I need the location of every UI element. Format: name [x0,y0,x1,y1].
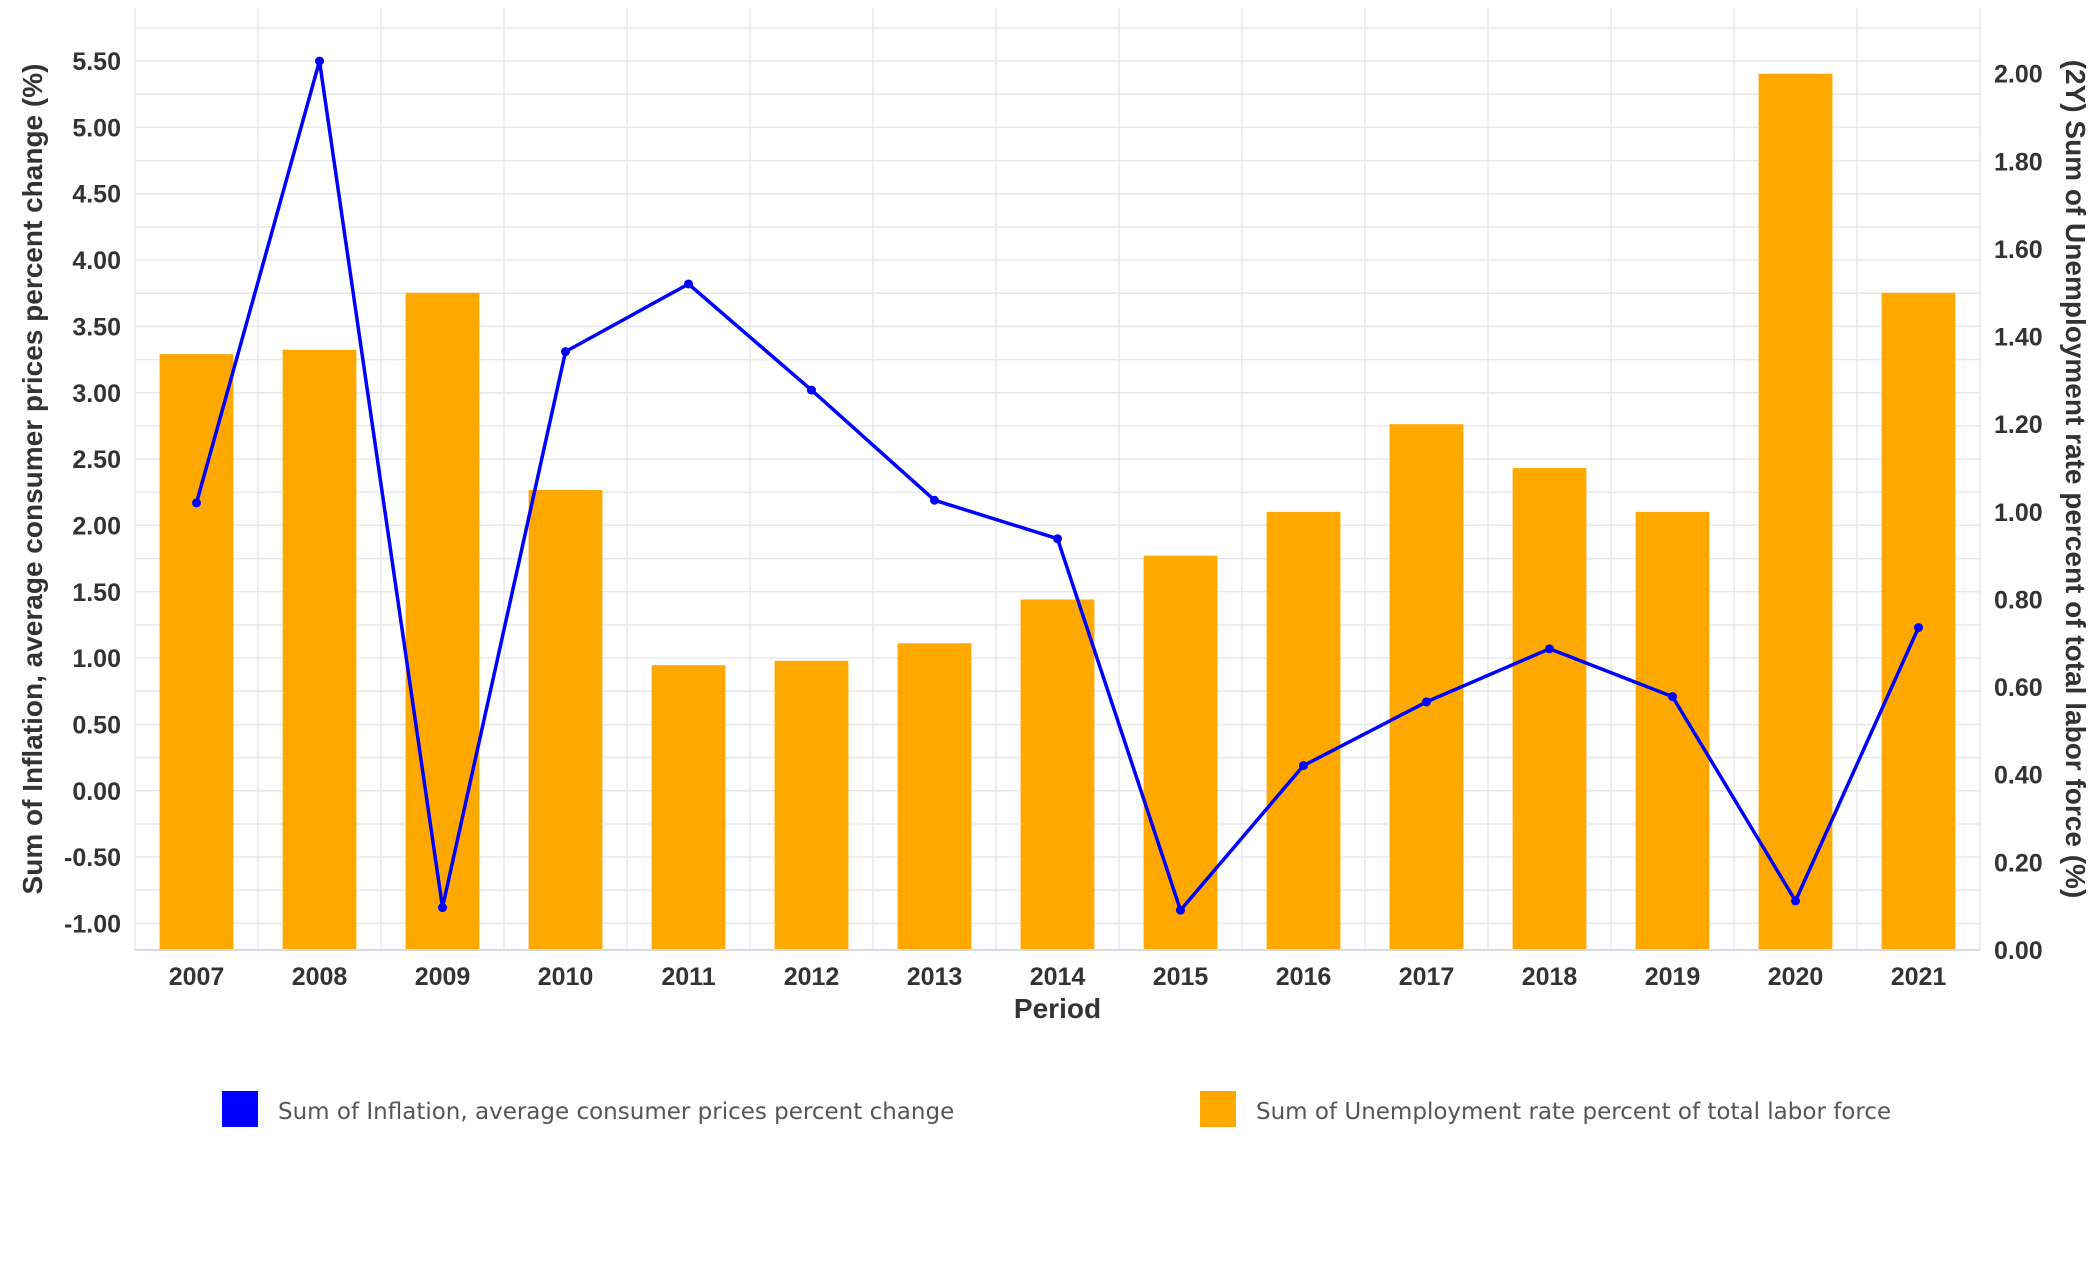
right-y-tick-label: 1.20 [1994,411,2043,439]
x-tick-label: 2015 [1153,963,1209,991]
point-2017 [1422,697,1431,707]
x-axis-ticks: 2007 2008 2009 2010 2011 2012 2013 2014 2015 2016… [169,963,1947,991]
right-y-axis-ticks: 0.00 0.20 0.40 0.60 0.80 1.00 1.20 1.40 1.60 1.80… [1994,61,2043,965]
bar-2017 [1389,424,1464,950]
x-tick-label: 2018 [1522,963,1578,991]
point-2011 [684,279,693,289]
right-y-tick-label: 2.00 [1994,61,2043,89]
point-2009 [438,903,447,913]
bar-2014 [1020,599,1095,950]
x-tick-label: 2010 [538,963,594,991]
left-y-tick-label: 4.00 [72,247,121,275]
x-tick-label: 2013 [907,963,963,991]
bar-2016 [1266,511,1341,950]
bar-2007 [159,354,234,950]
point-2020 [1791,896,1800,906]
point-2008 [315,56,324,66]
bar-2009 [405,292,480,950]
legend-swatch-unemployment [1200,1091,1236,1127]
legend-swatch-inflation [222,1091,258,1127]
point-2013 [930,495,939,505]
left-y-tick-label: 5.50 [72,48,121,76]
x-tick-label: 2014 [1030,963,1086,991]
legend-label-unemployment: Sum of Unemployment rate percent of tota… [1256,1099,1891,1125]
right-y-tick-label: 0.80 [1994,586,2043,614]
x-axis-title: Period [1014,993,1101,1024]
legend: Sum of Inflation, average consumer price… [222,1091,1891,1127]
right-y-tick-label: 1.00 [1994,499,2043,527]
right-y-tick-label: 0.00 [1994,937,2043,965]
bar-2020 [1758,73,1833,950]
left-y-tick-label: -1.00 [64,910,121,938]
x-tick-label: 2017 [1399,963,1455,991]
point-2007 [192,498,201,508]
bar-2013 [897,643,972,950]
point-2019 [1668,692,1677,702]
right-y-tick-label: 1.80 [1994,148,2043,176]
point-2015 [1176,905,1185,915]
legend-label-inflation: Sum of Inflation, average consumer price… [278,1099,954,1125]
left-y-tick-label: 1.00 [72,645,121,673]
left-y-tick-label: -0.50 [64,844,121,872]
left-y-tick-label: 3.50 [72,313,121,341]
right-y-axis-title: (2Y) Sum of Unemployment rate percent of… [2060,60,2091,899]
bar-2011 [651,665,726,950]
left-y-tick-label: 4.50 [72,181,121,209]
x-tick-label: 2020 [1768,963,1824,991]
right-y-tick-label: 0.20 [1994,849,2043,877]
unemployment-bars [159,73,1956,950]
point-2012 [807,385,816,395]
bar-2008 [282,349,357,950]
bar-2018 [1512,468,1587,950]
left-y-tick-label: 5.00 [72,114,121,142]
point-2016 [1299,761,1308,771]
x-tick-label: 2016 [1276,963,1332,991]
bar-2012 [774,660,849,950]
x-tick-label: 2021 [1891,963,1947,991]
x-tick-label: 2009 [415,963,471,991]
point-2010 [561,347,570,357]
bar-2010 [528,489,603,950]
point-2018 [1545,644,1554,654]
x-tick-label: 2007 [169,963,225,991]
right-y-tick-label: 1.40 [1994,324,2043,352]
left-y-tick-label: 0.50 [72,711,121,739]
left-y-tick-label: 3.00 [72,380,121,408]
left-y-tick-label: 0.00 [72,778,121,806]
right-y-tick-label: 1.60 [1994,236,2043,264]
left-y-tick-label: 2.00 [72,512,121,540]
x-tick-label: 2019 [1645,963,1701,991]
left-y-axis-ticks: -1.00 -0.50 0.00 0.50 1.00 1.50 2.00 2.50 3.00 3.… [64,48,121,938]
point-2014 [1053,534,1062,544]
x-tick-label: 2011 [661,963,715,991]
bar-2019 [1635,511,1710,950]
left-y-axis-title: Sum of Inflation, average consumer price… [17,64,48,895]
x-tick-label: 2008 [292,963,348,991]
inflation-line [192,56,1923,915]
x-tick-label: 2012 [784,963,840,991]
bar-2015 [1143,555,1218,950]
right-y-tick-label: 0.60 [1994,674,2043,702]
point-2021 [1914,623,1923,633]
bar-2021 [1881,292,1956,950]
right-y-tick-label: 0.40 [1994,762,2043,790]
left-y-tick-label: 2.50 [72,446,121,474]
left-y-tick-label: 1.50 [72,579,121,607]
